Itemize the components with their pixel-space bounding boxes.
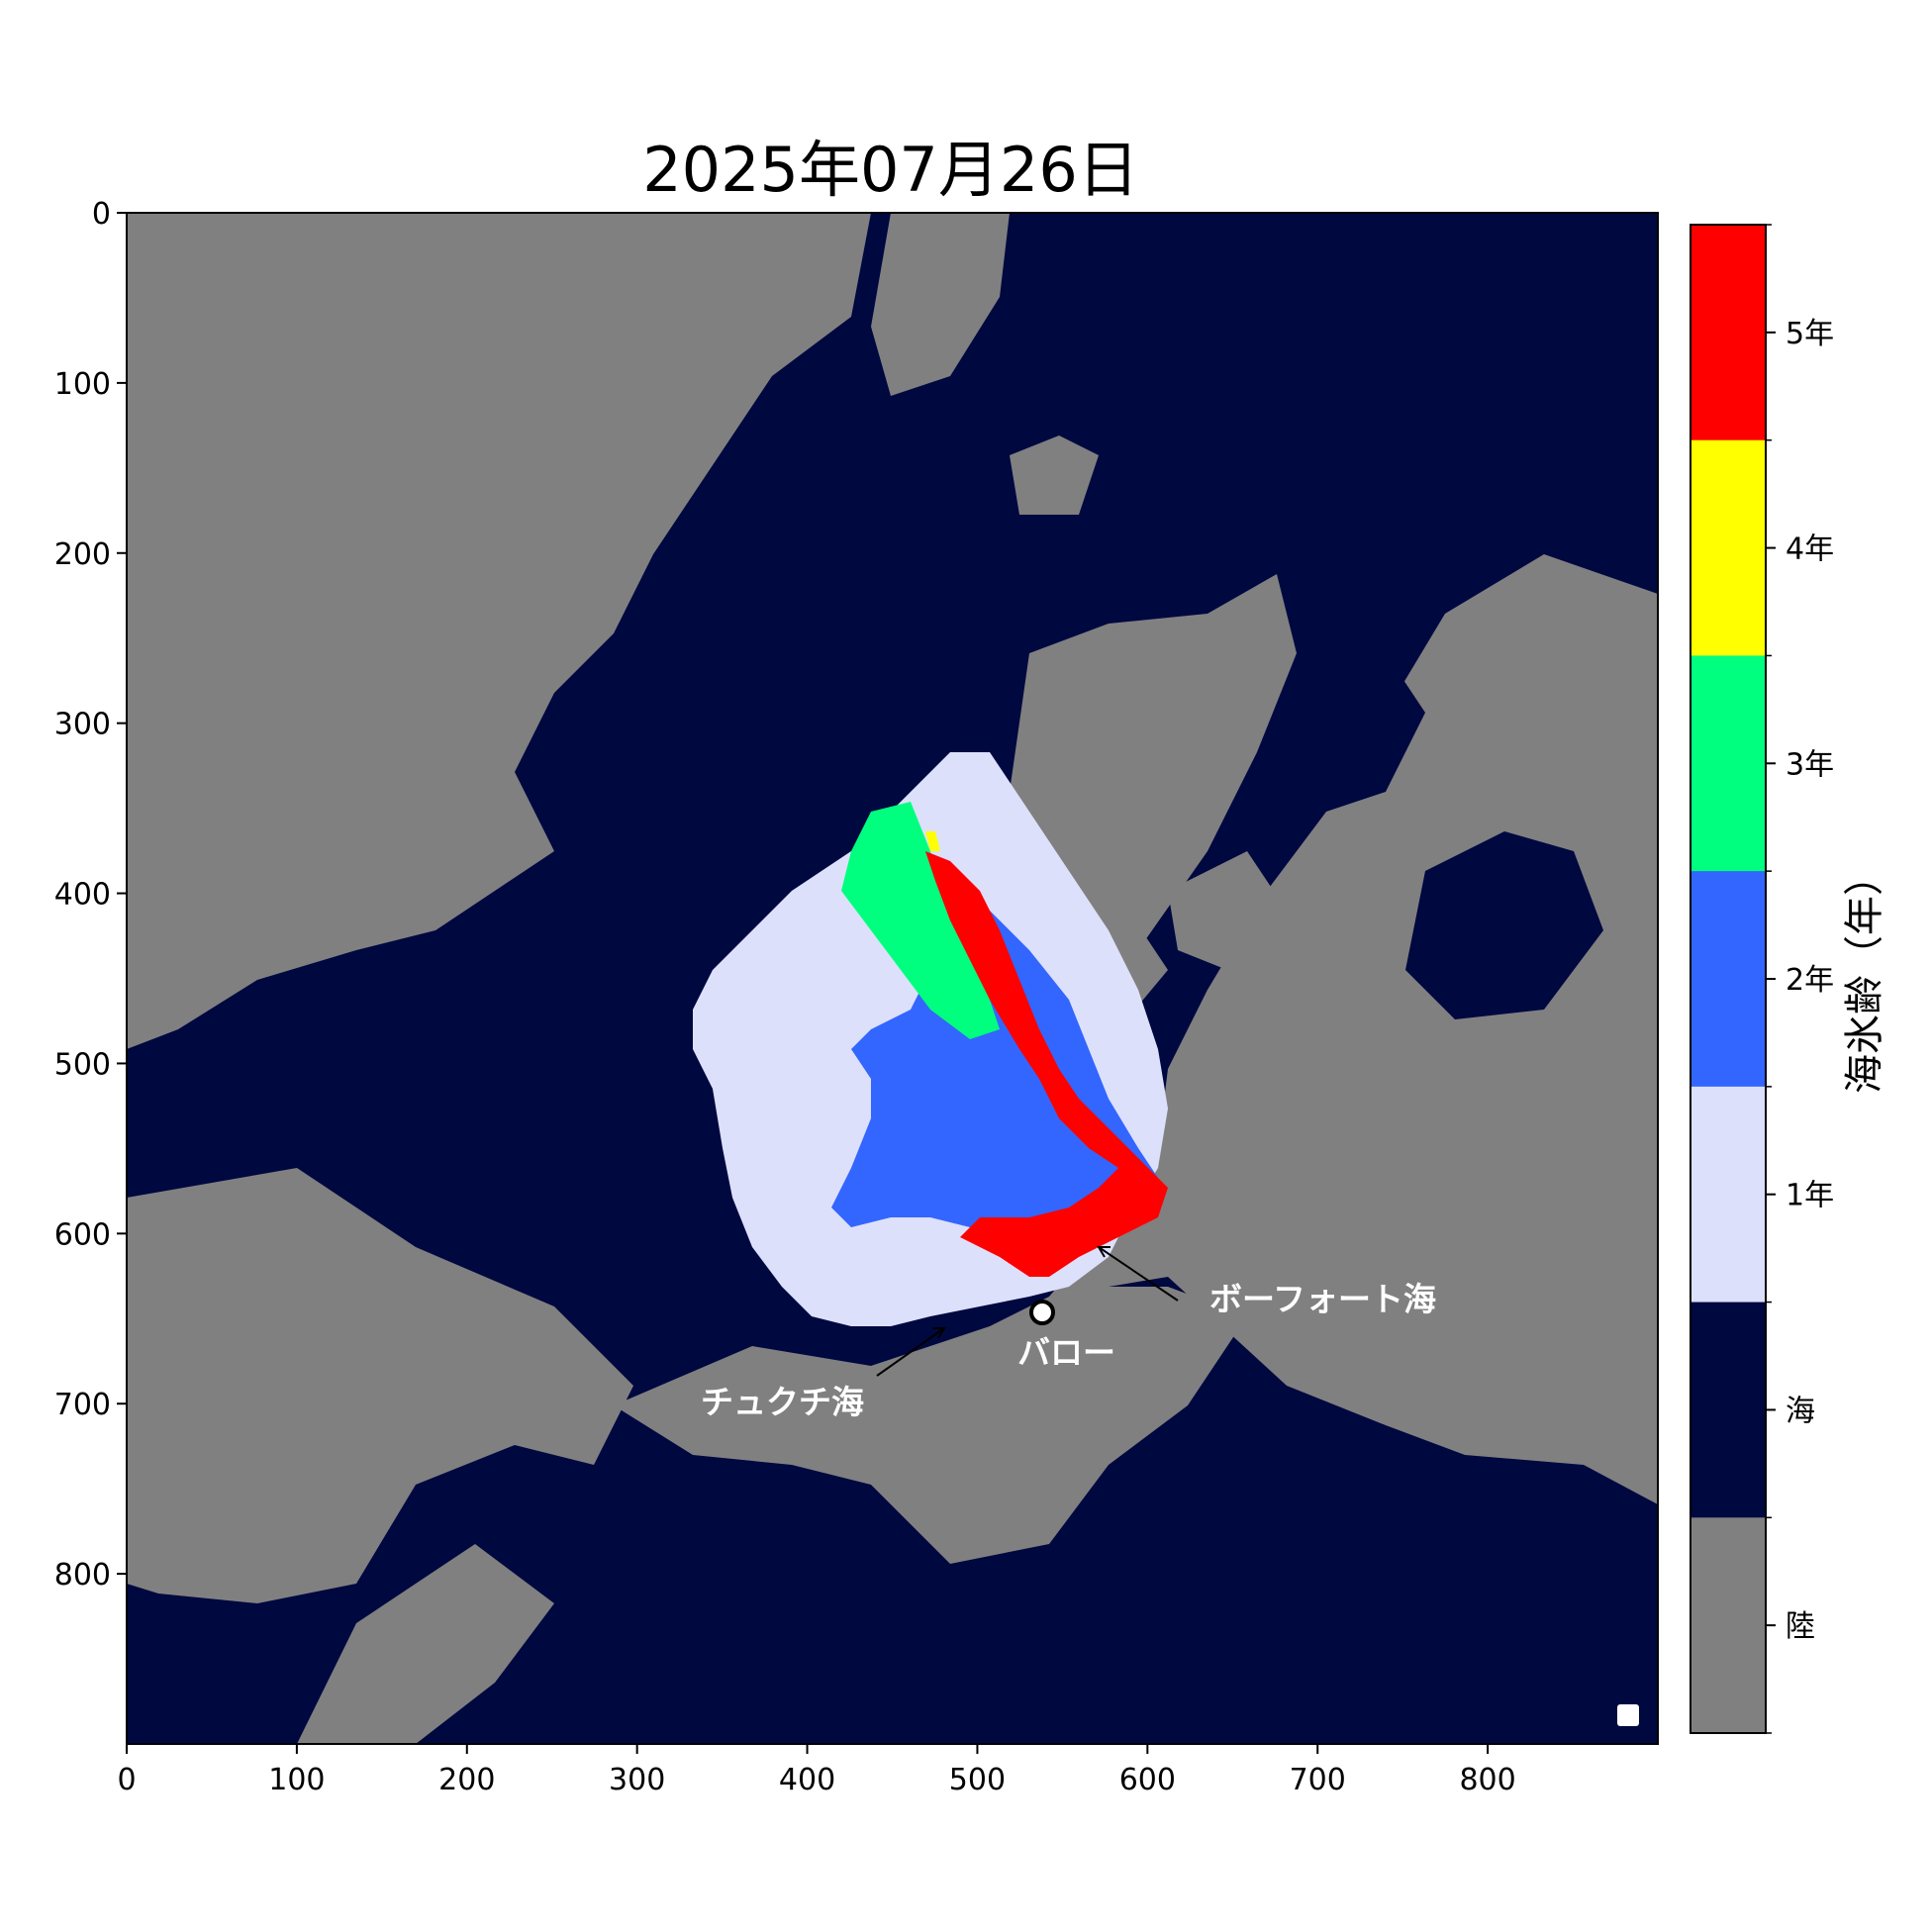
ice-age-3 bbox=[841, 802, 1000, 1039]
land-svalbard bbox=[1010, 435, 1099, 515]
white-square-marker bbox=[1617, 1704, 1639, 1726]
land-north-america bbox=[1049, 554, 1658, 1504]
ice-age-4 bbox=[925, 831, 940, 851]
y-tick-label: 200 bbox=[54, 537, 111, 572]
beaufort-arrow-line bbox=[1098, 1246, 1179, 1302]
chukchi-arrow-head bbox=[932, 1327, 946, 1339]
colorbar-tick-label: 陸 bbox=[1786, 1609, 1815, 1644]
colorbar-segment bbox=[1690, 225, 1766, 441]
map-panel: ボーフォート海 バロー チュクチ海 bbox=[126, 212, 1659, 1745]
y-tick-label: 100 bbox=[54, 367, 111, 402]
colorbar-segment bbox=[1690, 1086, 1766, 1304]
chukchi-arrow-line bbox=[876, 1327, 945, 1377]
colorbar-segment bbox=[1690, 1517, 1766, 1734]
land-alaska bbox=[614, 1287, 1247, 1564]
x-tick-label: 0 bbox=[117, 1763, 136, 1797]
x-tick-label: 200 bbox=[438, 1763, 495, 1797]
x-tick-label: 300 bbox=[609, 1763, 665, 1797]
figure-title: 2025年07月26日 bbox=[642, 134, 1139, 206]
land-eurasia bbox=[127, 213, 871, 1049]
land-masses bbox=[127, 213, 1658, 1744]
y-tick-label: 800 bbox=[54, 1558, 111, 1593]
colorbar-tick-label: 5年 bbox=[1786, 317, 1834, 351]
x-tick-label: 500 bbox=[949, 1763, 1006, 1797]
x-tick-label: 400 bbox=[779, 1763, 835, 1797]
colorbar-segment bbox=[1690, 871, 1766, 1088]
x-tick-label: 800 bbox=[1459, 1763, 1515, 1797]
colorbar-tick-label: 4年 bbox=[1786, 532, 1834, 567]
land-greenland bbox=[1010, 574, 1297, 990]
annotation-arrows bbox=[876, 1246, 1179, 1377]
y-tick-label: 300 bbox=[54, 708, 111, 742]
ice-age-5 bbox=[925, 851, 1168, 1277]
colorbar-tick-label: 1年 bbox=[1786, 1179, 1834, 1213]
x-tick-label: 700 bbox=[1290, 1763, 1346, 1797]
land-kamchatka bbox=[297, 1544, 554, 1744]
beaufort-arrow-head bbox=[1097, 1246, 1111, 1258]
colorbar-segment bbox=[1690, 655, 1766, 872]
y-tick-label: 700 bbox=[54, 1388, 111, 1422]
sea-hudson-bay bbox=[1405, 831, 1603, 1019]
beaufort-sea-label: ボーフォート海 bbox=[1209, 1280, 1436, 1318]
colorbar-segment bbox=[1690, 1302, 1766, 1518]
y-tick-label: 400 bbox=[54, 878, 111, 913]
y-tick-label: 500 bbox=[54, 1047, 111, 1082]
y-axis: 0 100 200 300 400 500 600 700 800 bbox=[54, 197, 127, 1593]
land-southwest bbox=[127, 1168, 633, 1603]
land-archipelago-2 bbox=[1168, 851, 1287, 970]
x-axis: 0 100 200 300 400 500 600 700 800 bbox=[117, 1744, 1516, 1797]
x-tick-label: 100 bbox=[268, 1763, 325, 1797]
chukchi-sea-label: チュクチ海 bbox=[701, 1383, 864, 1421]
barrow-marker bbox=[1029, 1300, 1055, 1325]
colorbar-frame bbox=[1690, 224, 1767, 1734]
colorbar-tick-label: 海 bbox=[1786, 1394, 1815, 1428]
colorbar-tick-label: 2年 bbox=[1786, 963, 1834, 998]
map-frame bbox=[126, 212, 1659, 1745]
y-tick-label: 600 bbox=[54, 1217, 111, 1252]
x-tick-label: 600 bbox=[1119, 1763, 1176, 1797]
colorbar-tick-label: 3年 bbox=[1786, 747, 1834, 782]
ice-age-2 bbox=[831, 851, 1158, 1257]
barrow-label: バロー bbox=[1017, 1333, 1115, 1372]
colorbar-label: 海氷齢（年） bbox=[1842, 856, 1887, 1094]
land-novaya-zemlya bbox=[871, 213, 1010, 396]
colorbar-segment bbox=[1690, 439, 1766, 656]
sea-baffin bbox=[1306, 653, 1425, 812]
y-tick-label: 0 bbox=[92, 197, 111, 232]
